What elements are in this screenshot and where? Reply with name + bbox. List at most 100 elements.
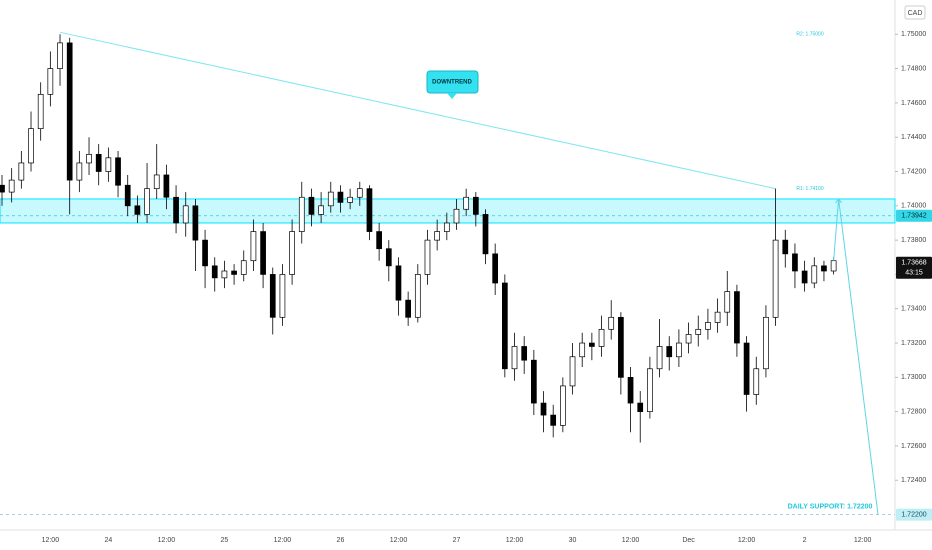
candle-body	[511, 346, 518, 370]
candle-body	[86, 154, 92, 164]
candle-body	[376, 231, 382, 250]
candle-body	[579, 342, 586, 358]
candle-body	[618, 316, 624, 378]
candle-body	[443, 222, 450, 232]
callout-text: DOWNTREND	[432, 80, 472, 86]
x-tick-label: 12:00	[622, 537, 640, 544]
candle-body	[28, 128, 34, 164]
y-tick-label: 1.74600	[901, 100, 926, 107]
candle-body	[482, 214, 489, 255]
candle-body	[260, 231, 266, 275]
candle-body	[37, 93, 44, 129]
candle-body	[211, 265, 218, 279]
y-tick-label: 1.72600	[901, 443, 926, 450]
candle-body	[298, 196, 305, 232]
candle-body	[501, 282, 508, 370]
candle-body	[792, 253, 798, 272]
candle-body	[173, 196, 179, 224]
candle-body	[772, 239, 779, 318]
countdown: 43:15	[905, 270, 923, 277]
y-tick-label: 1.73000	[901, 374, 926, 381]
y-tick-label: 1.73800	[901, 237, 926, 244]
candle-body	[57, 42, 63, 69]
candle-body	[734, 291, 740, 344]
x-tick-label: 12:00	[158, 537, 176, 544]
y-tick-label: 1.73200	[901, 340, 926, 347]
candle-body	[521, 346, 528, 361]
candle-body	[695, 328, 702, 335]
currency-box	[904, 5, 926, 20]
trendline	[59, 31, 776, 190]
candle-body	[95, 154, 102, 172]
arrow-head	[835, 198, 843, 204]
candle-body	[685, 334, 692, 344]
candle-body	[231, 270, 237, 275]
x-tick-label: 2	[803, 537, 807, 544]
candle-body	[560, 385, 566, 426]
candle-body	[830, 260, 837, 272]
candle-body	[608, 316, 615, 330]
candle-body	[308, 196, 315, 215]
candle-body	[66, 42, 73, 181]
candle-body	[782, 239, 789, 255]
y-tick-label: 1.73400	[901, 306, 926, 313]
callout: DOWNTREND	[426, 70, 479, 99]
candle-body	[453, 208, 460, 224]
candle-body	[250, 231, 257, 262]
candle-body	[192, 205, 199, 241]
candle-body	[337, 191, 344, 203]
candle-body	[530, 359, 537, 404]
candle-body	[240, 260, 247, 275]
candle-body	[724, 291, 731, 313]
candle-body	[463, 196, 470, 210]
y-tick-label: 1.72800	[901, 408, 926, 415]
candle-body	[414, 274, 421, 318]
candle-body	[598, 328, 605, 347]
candle-body	[356, 188, 363, 198]
x-tick-label: 30	[569, 537, 577, 544]
candle-body	[405, 299, 411, 318]
price-tag	[896, 209, 932, 222]
candle-body	[153, 174, 160, 190]
annotation: DAILY SUPPORT: 1.72200	[788, 503, 873, 510]
candle-body	[627, 376, 634, 404]
price-tag-label: 1.73668	[901, 260, 926, 267]
candle-body	[18, 162, 25, 181]
x-tick-label: 24	[104, 537, 112, 544]
candle-body	[76, 162, 83, 181]
x-tick-label: 25	[221, 537, 229, 544]
candle-body	[115, 157, 121, 186]
candle-body	[666, 346, 673, 358]
candle-body	[492, 253, 499, 284]
y-tick-label: 1.75000	[901, 31, 926, 38]
candle-body	[676, 342, 682, 358]
y-tick-label: 1.74400	[901, 134, 926, 141]
x-tick-label: 12:00	[274, 537, 292, 544]
y-tick-label: 1.74000	[901, 203, 926, 210]
zone	[0, 198, 896, 224]
candle-body	[753, 368, 760, 395]
candle-body	[47, 68, 54, 95]
candle-body	[647, 368, 653, 413]
candle-body	[347, 196, 353, 203]
candle-body	[589, 342, 595, 347]
x-tick-label: 12:00	[42, 537, 60, 544]
price-tag	[896, 256, 932, 279]
candle-body	[134, 205, 141, 215]
price-tag-label: 1.73942	[901, 213, 926, 220]
candle-body	[105, 157, 112, 172]
candle-body	[385, 248, 392, 267]
candle-body	[144, 188, 150, 215]
candle-body	[472, 196, 479, 215]
x-tick-label: 26	[337, 537, 345, 544]
candle-body	[714, 311, 721, 323]
annotation: R2: 1.75000	[796, 32, 823, 38]
candle-body	[705, 322, 711, 330]
candle-body	[550, 414, 557, 426]
x-tick-label: 12:00	[506, 537, 524, 544]
candle-body	[0, 184, 5, 193]
candle-body	[801, 270, 808, 284]
candle-body	[202, 239, 208, 267]
x-tick-label: 12:00	[390, 537, 408, 544]
